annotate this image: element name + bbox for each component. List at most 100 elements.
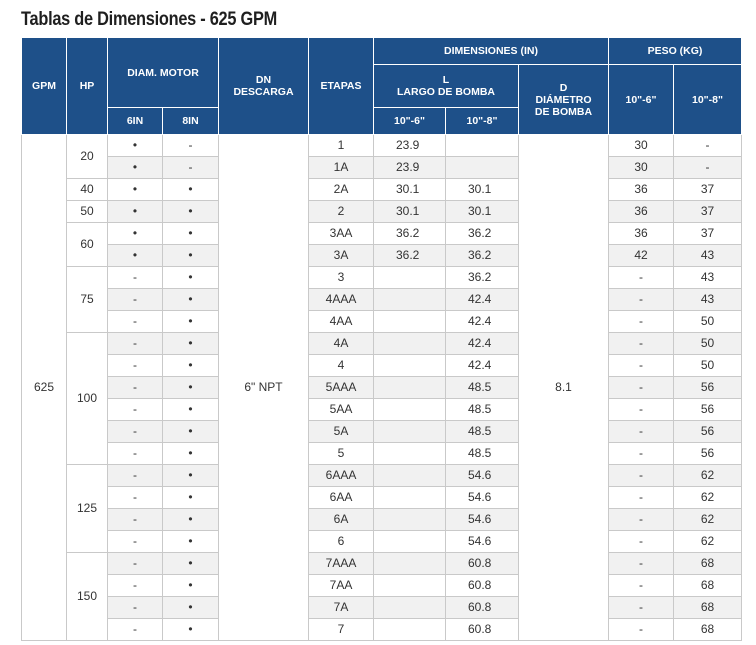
peso-6-cell: -	[608, 310, 674, 333]
peso-8-cell: 62	[673, 486, 742, 509]
peso-8-cell: 43	[673, 288, 742, 311]
etapas-cell: 2A	[308, 178, 374, 201]
peso-6-cell: -	[608, 508, 674, 531]
table-row: 50 • • 2 30.1 30.1 36 37	[22, 200, 742, 223]
largo-8-cell: 48.5	[445, 442, 519, 465]
table-row: - • 7A 60.8-68	[22, 596, 742, 619]
largo-8-cell: 30.1	[445, 178, 519, 201]
motor-8in-cell: -	[162, 156, 219, 179]
motor-8in-cell: •	[162, 288, 219, 311]
motor-6in-cell: -	[107, 530, 163, 553]
peso-8-cell: 62	[673, 530, 742, 553]
largo-8-cell: 42.4	[445, 354, 519, 377]
etapas-cell: 5AAA	[308, 376, 374, 399]
hp-cell: 150	[66, 552, 108, 641]
largo-8-cell: 54.6	[445, 508, 519, 531]
etapas-cell: 7A	[308, 596, 374, 619]
motor-8in-cell: •	[162, 398, 219, 421]
etapas-cell: 5AA	[308, 398, 374, 421]
peso-6-cell: -	[608, 596, 674, 619]
table-body: 625 20 • -6" NPT 1 23.9 8.1 30- • -1A 23.9 30-40 • • 2…	[21, 134, 742, 641]
largo-8-cell: 60.8	[445, 574, 519, 597]
peso-8-cell: 68	[673, 618, 742, 641]
hp-cell: 50	[66, 200, 108, 223]
largo-6-cell: 23.9	[373, 156, 446, 179]
etapas-cell: 5A	[308, 420, 374, 443]
largo-8-cell: 48.5	[445, 398, 519, 421]
largo-8-cell: 60.8	[445, 596, 519, 619]
motor-8in-cell: •	[162, 552, 219, 575]
largo-6-cell	[373, 354, 446, 377]
motor-6in-cell: -	[107, 508, 163, 531]
etapas-cell: 3A	[308, 244, 374, 267]
table-row: - • 7AA 60.8-68	[22, 574, 742, 597]
motor-8in-cell: •	[162, 178, 219, 201]
largo-8-cell: 36.2	[445, 222, 519, 245]
motor-6in-cell: -	[107, 420, 163, 443]
motor-6in-cell: •	[107, 244, 163, 267]
motor-6in-cell: •	[107, 178, 163, 201]
peso-8-cell: 43	[673, 244, 742, 267]
table-row: - • 5AAA 48.5-56	[22, 376, 742, 399]
hp-cell: 40	[66, 178, 108, 201]
etapas-cell: 4A	[308, 332, 374, 355]
header-l-letter: L	[442, 74, 450, 86]
peso-6-cell: 36	[608, 178, 674, 201]
largo-8-cell	[445, 156, 519, 179]
largo-6-cell: 30.1	[373, 178, 446, 201]
peso-6-cell: -	[608, 486, 674, 509]
motor-6in-cell: -	[107, 266, 163, 289]
table-row: - • 5AA 48.5-56	[22, 398, 742, 421]
peso-6-cell: -	[608, 288, 674, 311]
header-dn: DN	[255, 74, 272, 86]
motor-6in-cell: -	[107, 332, 163, 355]
table-row: - • 4 42.4-50	[22, 354, 742, 377]
table-row: 125- • 6AAA 54.6-62	[22, 464, 742, 553]
peso-6-cell: 30	[608, 134, 674, 157]
largo-8-cell	[445, 134, 519, 157]
motor-6in-cell: •	[107, 156, 163, 179]
peso-8-cell: 68	[673, 596, 742, 619]
peso-8-cell: 50	[673, 354, 742, 377]
largo-8-cell: 60.8	[445, 618, 519, 641]
largo-8-cell: 36.2	[445, 266, 519, 289]
header-descarga: DESCARGA	[233, 86, 294, 98]
table-row: - • 5 48.5-56	[22, 442, 742, 465]
largo-6-cell	[373, 442, 446, 465]
header-dn-descarga: DN DESCARGA	[218, 37, 309, 135]
motor-8in-cell: •	[162, 420, 219, 443]
motor-6in-cell: -	[107, 618, 163, 641]
header-peso-8: 10"-8"	[673, 64, 742, 135]
peso-8-cell: 37	[673, 200, 742, 223]
peso-8-cell: 62	[673, 464, 742, 487]
largo-6-cell	[373, 552, 446, 575]
etapas-cell: 1A	[308, 156, 374, 179]
largo-6-cell	[373, 288, 446, 311]
header-largo-6: 10"-6"	[373, 107, 446, 135]
largo-8-cell: 54.6	[445, 464, 519, 487]
header-etapas: ETAPAS	[308, 37, 374, 135]
etapas-cell: 3	[308, 266, 374, 289]
motor-8in-cell: •	[162, 200, 219, 223]
largo-8-cell: 36.2	[445, 244, 519, 267]
table-row: 625 20 • -6" NPT 1 23.9 8.1 30-	[21, 134, 742, 641]
peso-8-cell: -	[673, 156, 742, 179]
table-row: - • 4AA 42.4-50	[22, 310, 742, 333]
largo-6-cell: 36.2	[373, 244, 446, 267]
dn-descarga-cell: 6" NPT	[218, 134, 309, 641]
largo-6-cell: 36.2	[373, 222, 446, 245]
peso-8-cell: 56	[673, 420, 742, 443]
motor-8in-cell: •	[162, 618, 219, 641]
motor-6in-cell: -	[107, 310, 163, 333]
header-peso: PESO (KG)	[608, 37, 742, 65]
etapas-cell: 6	[308, 530, 374, 553]
motor-8in-cell: •	[162, 222, 219, 245]
largo-8-cell: 42.4	[445, 332, 519, 355]
motor-8in-cell: •	[162, 508, 219, 531]
peso-8-cell: 56	[673, 398, 742, 421]
motor-6in-cell: -	[107, 574, 163, 597]
peso-6-cell: 36	[608, 200, 674, 223]
header-motor-8in: 8IN	[162, 107, 219, 135]
largo-8-cell: 42.4	[445, 310, 519, 333]
peso-8-cell: 56	[673, 442, 742, 465]
